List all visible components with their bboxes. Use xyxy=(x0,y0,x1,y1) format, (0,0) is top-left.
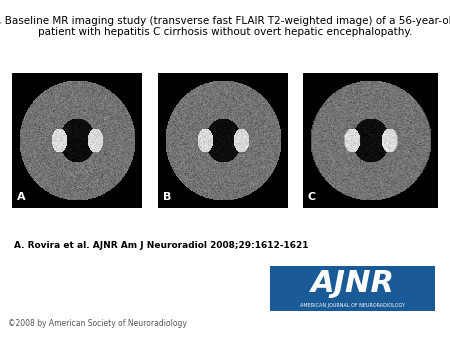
FancyBboxPatch shape xyxy=(270,266,435,311)
Text: B: B xyxy=(162,192,171,201)
Text: patient with hepatitis C cirrhosis without overt hepatic encephalopathy.: patient with hepatitis C cirrhosis witho… xyxy=(38,27,412,37)
Text: A, Baseline MR imaging study (transverse fast FLAIR T2-weighted image) of a 56-y: A, Baseline MR imaging study (transverse… xyxy=(0,16,450,26)
Text: AMERICAN JOURNAL OF NEURORADIOLOGY: AMERICAN JOURNAL OF NEURORADIOLOGY xyxy=(300,303,405,308)
Text: C: C xyxy=(308,192,316,201)
Text: ©2008 by American Society of Neuroradiology: ©2008 by American Society of Neuroradiol… xyxy=(8,319,187,328)
Text: A: A xyxy=(17,192,25,201)
Text: AJNR: AJNR xyxy=(310,269,395,298)
Text: A. Rovira et al. AJNR Am J Neuroradiol 2008;29:1612-1621: A. Rovira et al. AJNR Am J Neuroradiol 2… xyxy=(14,241,309,250)
